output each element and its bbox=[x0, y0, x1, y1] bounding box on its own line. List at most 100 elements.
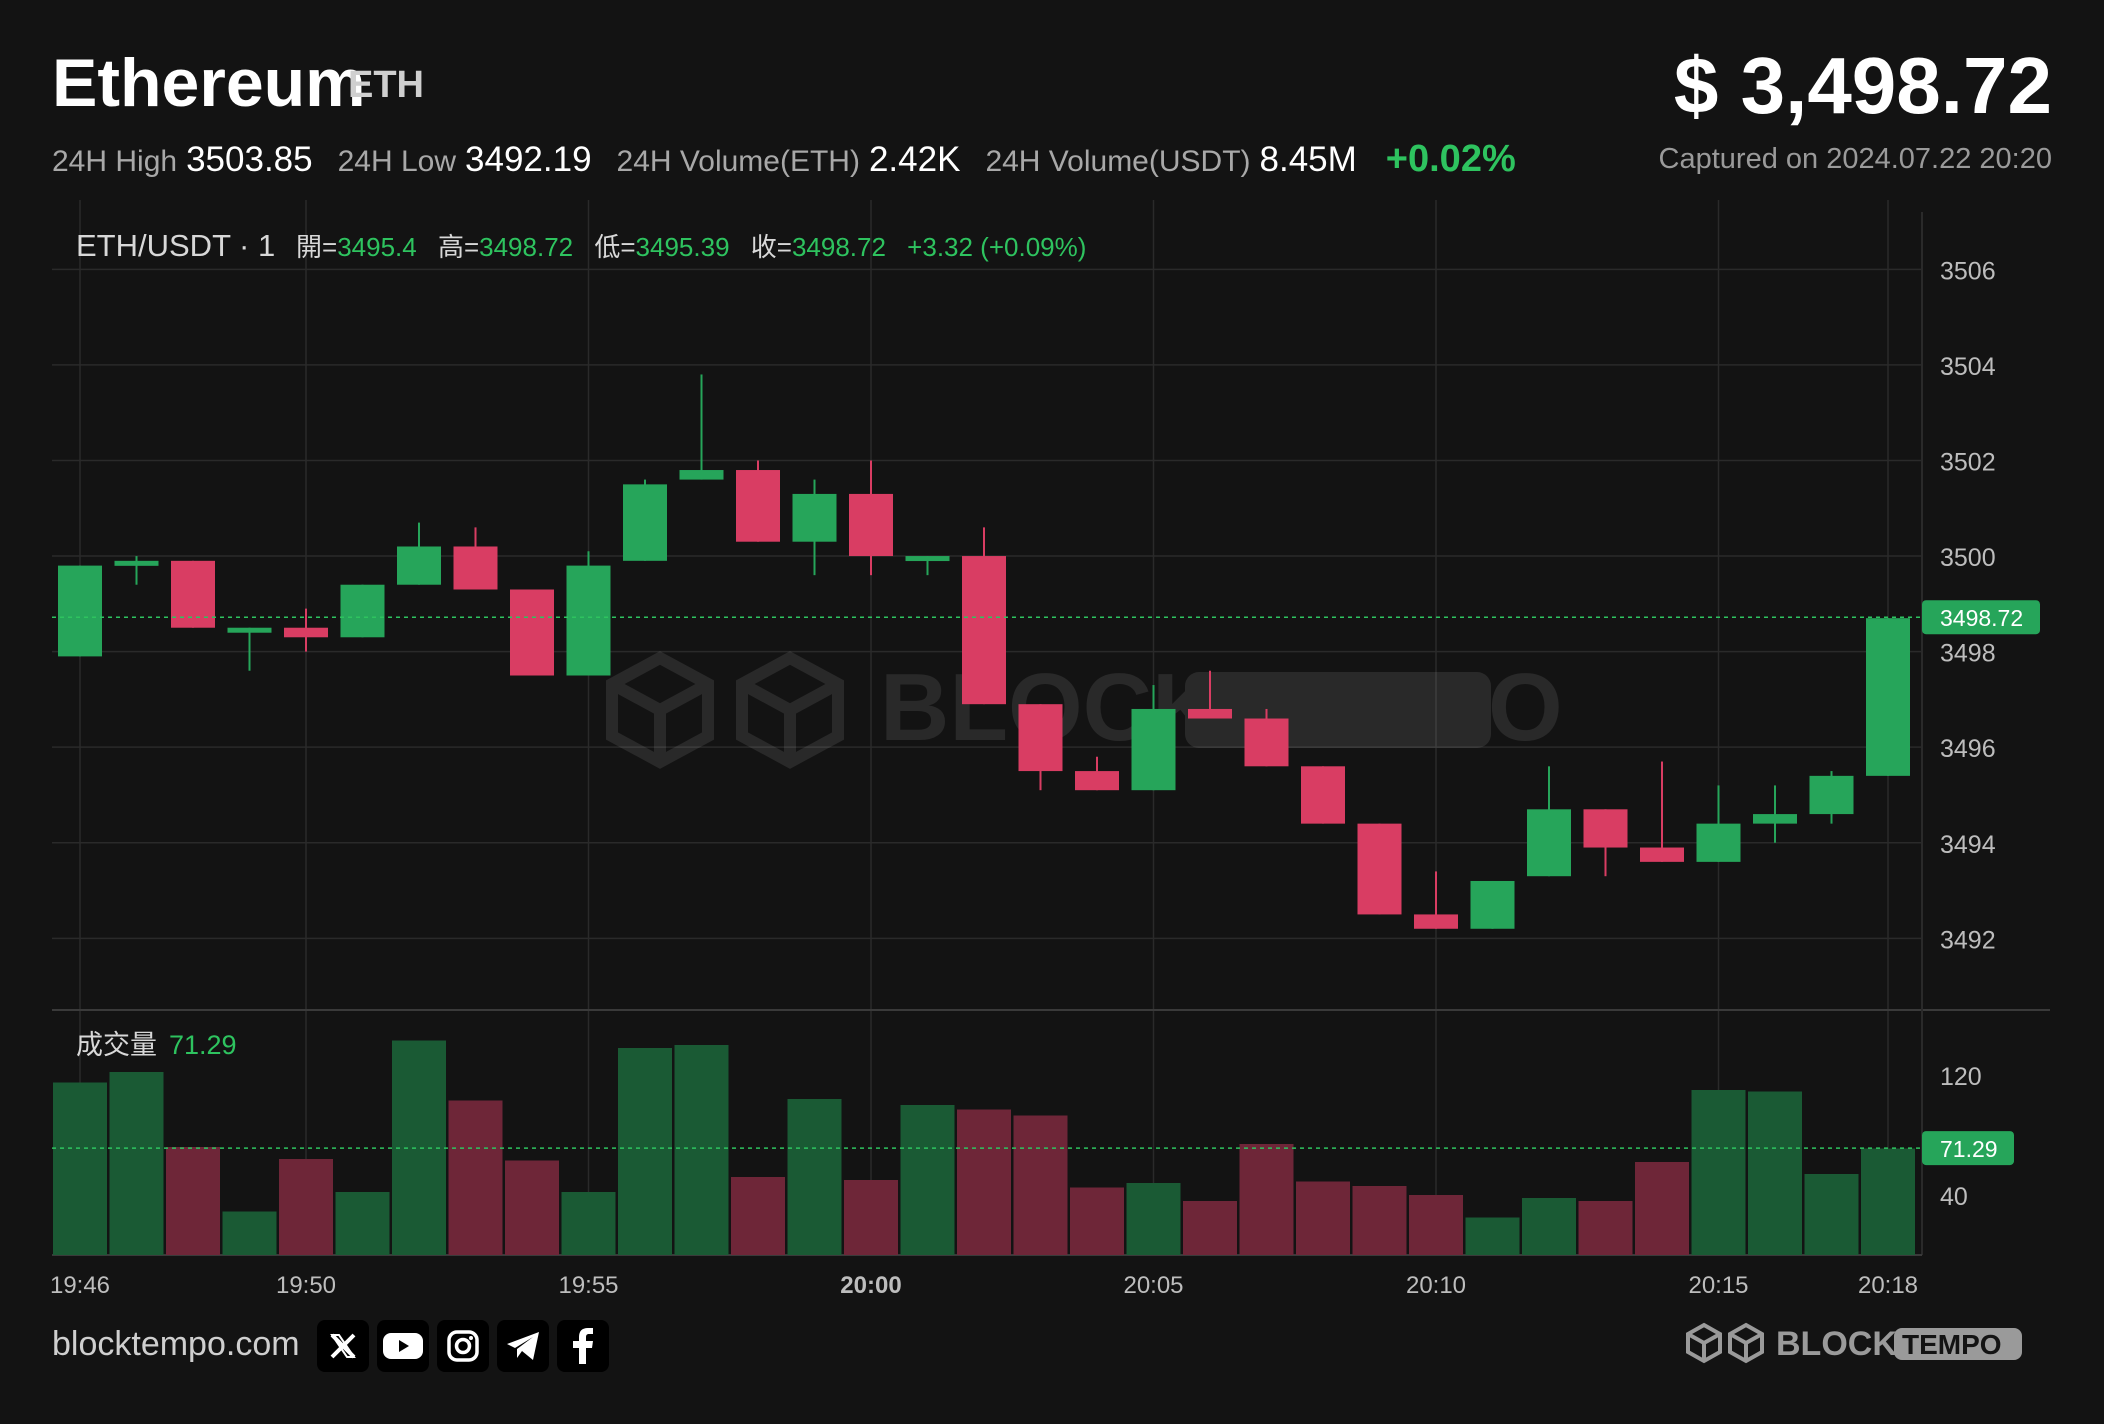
candle-body bbox=[510, 589, 554, 676]
candlestick-chart[interactable]: BLOCKTEMPO 34923494349634983500350235043… bbox=[0, 0, 2104, 1300]
volume-bar bbox=[618, 1048, 672, 1255]
candle-body bbox=[962, 556, 1006, 705]
volume-bar bbox=[1183, 1201, 1237, 1255]
stat-high-value: 3503.85 bbox=[186, 140, 313, 179]
stat-low-label: 24H Low bbox=[337, 145, 457, 178]
volume-bar bbox=[674, 1045, 729, 1255]
stat-volume-usdt-value: 8.45M bbox=[1259, 140, 1357, 179]
stat-low-value: 3492.19 bbox=[465, 140, 592, 179]
time-tick-label: 19:46 bbox=[50, 1272, 110, 1299]
volume-bar bbox=[166, 1147, 220, 1255]
pair-label: ETH/USDT · 1 bbox=[76, 228, 275, 263]
price-tick-label: 3492 bbox=[1940, 926, 1996, 954]
candle-body bbox=[1131, 708, 1176, 791]
volume-bar bbox=[1126, 1183, 1181, 1255]
volume-bar bbox=[222, 1211, 277, 1255]
candle-body bbox=[1527, 809, 1571, 877]
telegram-button[interactable] bbox=[497, 1320, 549, 1372]
youtube-icon bbox=[383, 1333, 423, 1359]
time-tick-label: 20:00 bbox=[840, 1272, 901, 1299]
candle-body bbox=[623, 484, 667, 561]
volume-tick-label: 40 bbox=[1940, 1183, 1968, 1211]
stat-volume-eth-value: 2.42K bbox=[868, 140, 961, 179]
candle-body bbox=[1470, 880, 1515, 929]
volume-bar bbox=[53, 1082, 107, 1255]
high-label: 高= bbox=[438, 232, 479, 262]
last-price-tag bbox=[1922, 600, 2040, 635]
last-price-tag-label: 3498.72 bbox=[1940, 605, 2023, 631]
volume-bar bbox=[1409, 1195, 1463, 1255]
volume-bar bbox=[1352, 1186, 1407, 1255]
time-tick-label: 20:10 bbox=[1406, 1272, 1466, 1299]
volume-bar bbox=[1522, 1198, 1576, 1255]
candle-body bbox=[1301, 766, 1345, 824]
x-button[interactable] bbox=[317, 1320, 369, 1372]
price-tick-label: 3506 bbox=[1940, 257, 1996, 285]
candle-body bbox=[58, 565, 102, 657]
instagram-button[interactable] bbox=[437, 1320, 489, 1372]
watermark-logo-icon bbox=[606, 651, 714, 769]
candle-body bbox=[114, 560, 159, 566]
candle-body bbox=[1244, 718, 1289, 767]
price-tick-label: 3500 bbox=[1940, 544, 1996, 572]
volume-bar bbox=[1804, 1174, 1859, 1255]
candle-body bbox=[1583, 809, 1628, 848]
volume-bar bbox=[1748, 1091, 1802, 1255]
time-tick-label: 19:55 bbox=[558, 1272, 618, 1299]
volume-bar bbox=[1861, 1148, 1915, 1255]
candle-body bbox=[849, 493, 893, 557]
low-label: 低= bbox=[594, 232, 635, 262]
open-label: 開= bbox=[296, 232, 337, 262]
candle-body bbox=[1753, 814, 1797, 824]
facebook-button[interactable] bbox=[557, 1320, 609, 1372]
stat-high-label: 24H High bbox=[52, 145, 178, 178]
time-tick-label: 20:18 bbox=[1858, 1272, 1918, 1299]
last-volume-tag-label: 71.29 bbox=[1940, 1136, 1998, 1162]
candle-body bbox=[679, 470, 724, 480]
close-value: 3498.72 bbox=[792, 232, 886, 262]
volume-bar bbox=[448, 1100, 503, 1255]
asset-symbol: ETH bbox=[348, 64, 424, 106]
price-change-percent: +0.02% bbox=[1385, 138, 1516, 180]
x-icon bbox=[330, 1333, 356, 1359]
facebook-icon bbox=[573, 1328, 593, 1364]
candle-body bbox=[1809, 775, 1854, 815]
candles bbox=[58, 374, 1910, 929]
volume-bar bbox=[1239, 1144, 1294, 1255]
blocktempo-logo: BLOCK TEMPO bbox=[1686, 1322, 2022, 1364]
volume-value: 71.29 bbox=[169, 1030, 237, 1060]
time-tick-label: 19:50 bbox=[276, 1272, 336, 1299]
captured-timestamp: Captured on 2024.07.22 20:20 bbox=[1658, 143, 2052, 175]
candle-body bbox=[1075, 771, 1119, 791]
ohlc-legend: 開=3495.4 高=3498.72 低=3495.39 收=3498.72 +… bbox=[296, 232, 1086, 262]
volume-bar bbox=[1691, 1090, 1746, 1255]
volume-bar bbox=[787, 1099, 842, 1255]
candle-body bbox=[1357, 823, 1402, 915]
volume-tick-label: 120 bbox=[1940, 1063, 1982, 1091]
volume-legend: 成交量 71.29 bbox=[76, 1030, 237, 1060]
low-value: 3495.39 bbox=[636, 232, 730, 262]
volume-bar bbox=[1578, 1201, 1633, 1255]
candle-body bbox=[905, 556, 950, 562]
open-value: 3495.4 bbox=[337, 232, 417, 262]
change-value: +3.32 (+0.09%) bbox=[907, 232, 1086, 262]
brand-box-text: TEMPO bbox=[1902, 1329, 2002, 1360]
youtube-button[interactable] bbox=[377, 1320, 429, 1372]
volume-bar bbox=[1635, 1162, 1689, 1255]
candle-body bbox=[1640, 847, 1684, 862]
volume-bar bbox=[957, 1109, 1011, 1255]
site-url[interactable]: blocktempo.com bbox=[52, 1325, 300, 1363]
stat-volume-usdt-label: 24H Volume(USDT) bbox=[985, 145, 1251, 178]
instagram-icon bbox=[447, 1330, 479, 1362]
candle-body bbox=[1866, 618, 1910, 776]
price-tick-label: 3494 bbox=[1940, 831, 1996, 859]
volume-bars bbox=[53, 1040, 1915, 1255]
candle-body bbox=[1414, 914, 1458, 929]
candle-body bbox=[340, 584, 385, 638]
volume-bar bbox=[900, 1105, 955, 1255]
candle-body bbox=[736, 470, 780, 542]
last-volume-tag bbox=[1922, 1131, 2014, 1166]
time-tick-label: 20:05 bbox=[1123, 1272, 1183, 1299]
high-value: 3498.72 bbox=[479, 232, 573, 262]
brand-text: BLOCK bbox=[1776, 1325, 1897, 1363]
